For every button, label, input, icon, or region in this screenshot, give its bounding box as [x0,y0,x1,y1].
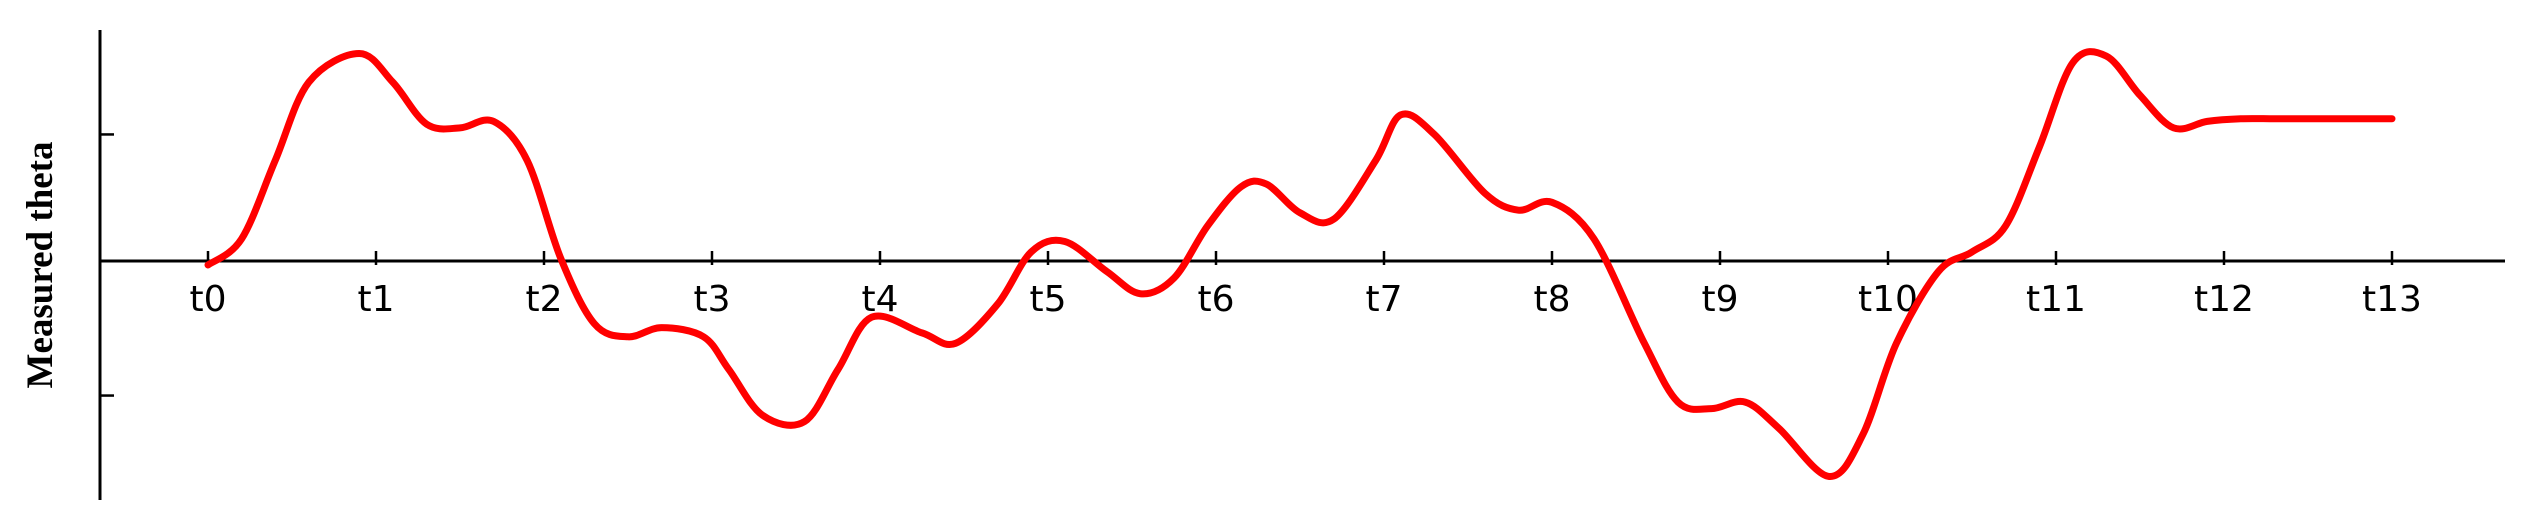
x-tick-label-t12: t12 [2194,279,2254,320]
x-tick-label-t0: t0 [189,279,226,320]
x-tick-label-t8: t8 [1533,279,1570,320]
x-tick-label-t6: t6 [1197,279,1234,320]
y-ticks [100,134,114,395]
series-layer [208,52,2392,477]
x-tick-label-t11: t11 [2026,279,2086,320]
x-tick-label-t9: t9 [1701,279,1738,320]
x-tick-label-t5: t5 [1029,279,1066,320]
x-tick-label-t1: t1 [357,279,394,320]
x-tick-label-t13: t13 [2362,279,2422,320]
x-tick-label-t3: t3 [693,279,730,320]
y-axis-label: Measured theta [20,142,61,389]
x-tick-label-t7: t7 [1365,279,1402,320]
series-line-theta [208,52,2392,477]
x-tick-label-t2: t2 [525,279,562,320]
